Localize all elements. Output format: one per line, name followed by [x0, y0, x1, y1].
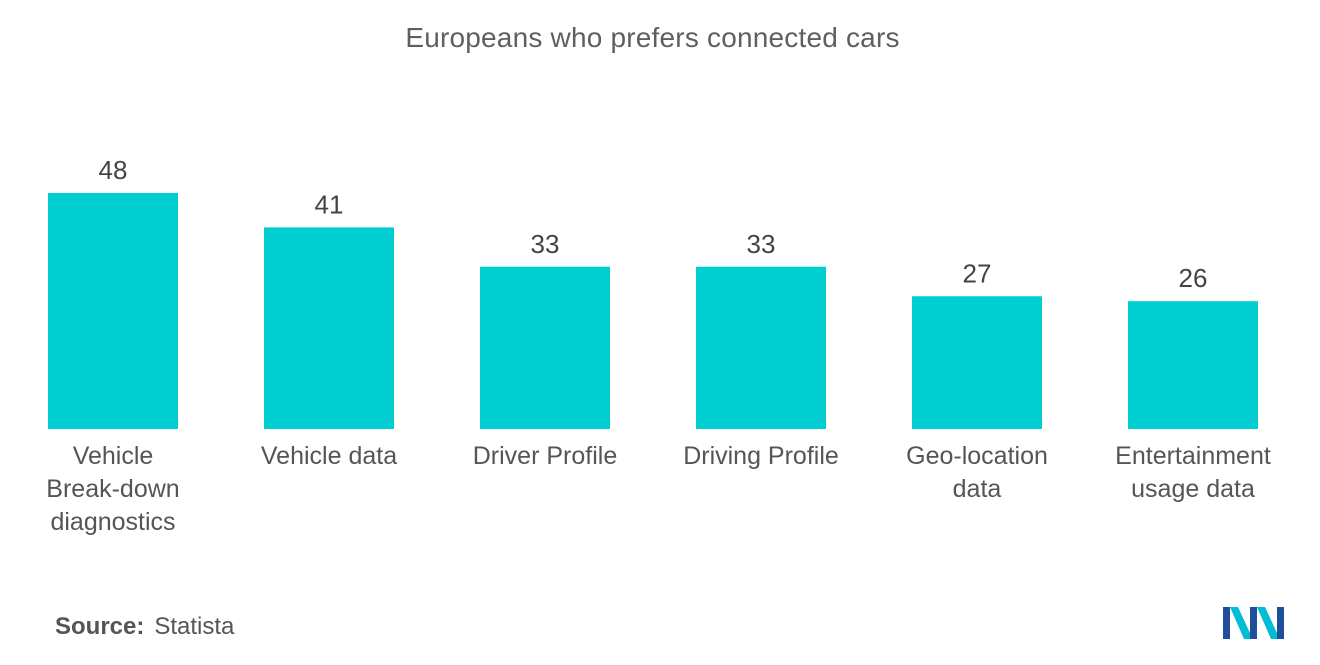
bar-1: [48, 193, 178, 429]
source-note: Source: Statista: [55, 613, 234, 641]
value-label-2: 41: [315, 189, 344, 219]
bar-5: [912, 296, 1042, 429]
chart-title: Europeans who prefers connected cars: [405, 22, 900, 53]
category-label-1: Vehicle Break-down diagnostics: [46, 442, 179, 536]
value-labels-layer: 48 41 33 33 27 26: [99, 155, 1208, 293]
category-label-6: Entertainment usage data: [1115, 442, 1271, 503]
category-label-5: Geo-location data: [906, 442, 1048, 503]
mordor-intelligence-logo-icon: [1223, 607, 1284, 639]
category-label-2: Vehicle data: [261, 442, 397, 470]
category-label-4: Driving Profile: [683, 442, 839, 470]
bar-2: [264, 227, 394, 429]
value-label-3: 33: [531, 229, 560, 259]
source-value: Statista: [154, 613, 235, 640]
value-label-6: 26: [1179, 263, 1208, 293]
bar-4: [696, 266, 826, 429]
value-label-4: 33: [747, 229, 776, 259]
category-label-3: Driver Profile: [473, 442, 617, 470]
value-label-5: 27: [963, 258, 992, 288]
bar-6: [1128, 301, 1258, 429]
bars-layer: [48, 193, 1258, 429]
source-label: Source:: [55, 613, 145, 640]
bar-3: [480, 266, 610, 429]
value-label-1: 48: [99, 155, 128, 185]
category-labels-layer: Vehicle Break-down diagnostics Vehicle data…: [46, 442, 1271, 536]
bar-chart: 48 41 33 33 27 26 Vehicle Break-down diagnostic…: [46, 155, 1271, 536]
